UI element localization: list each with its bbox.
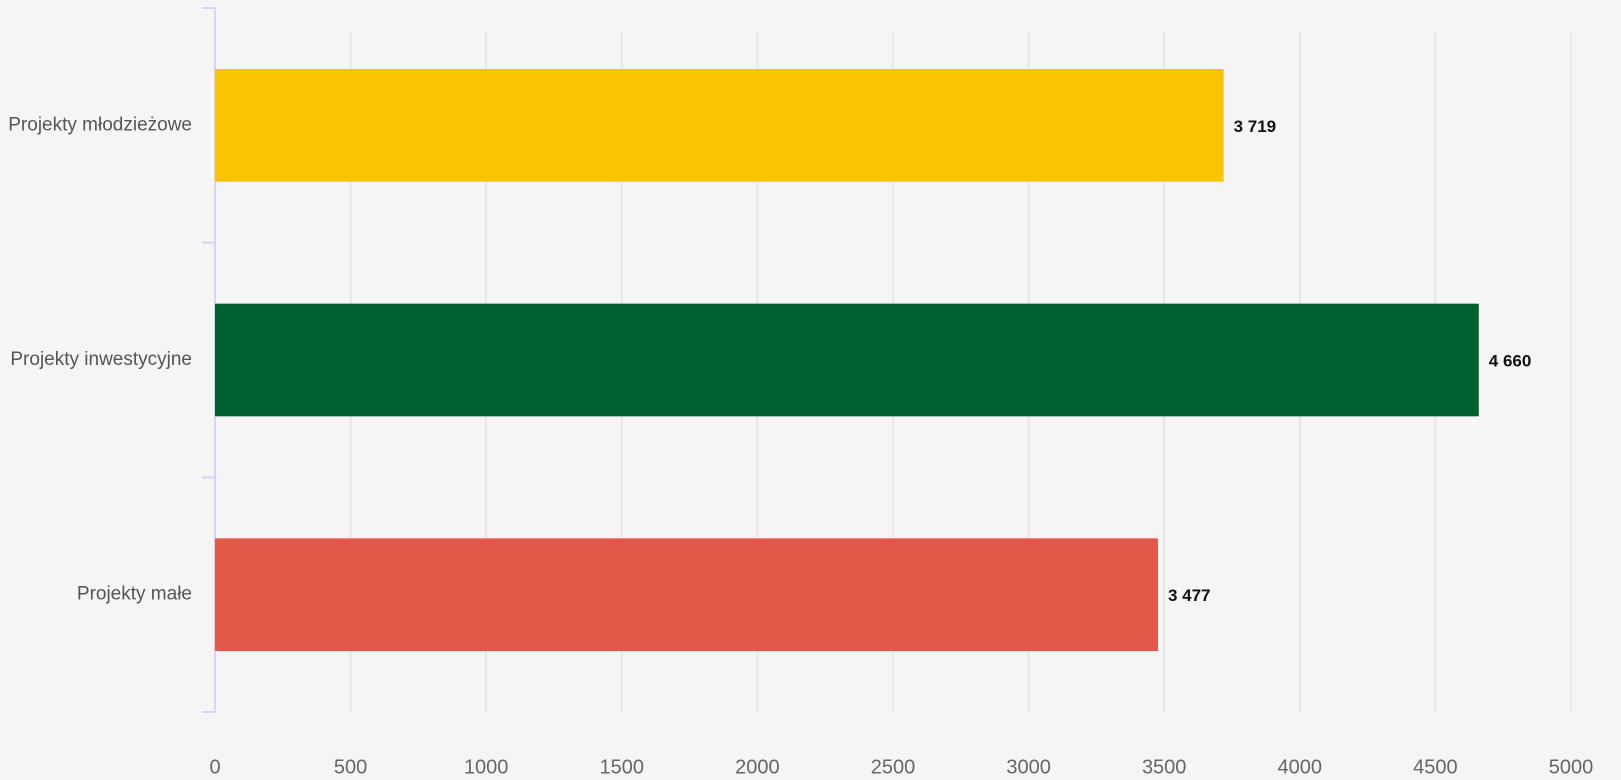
x-tick-label: 4500: [1413, 756, 1458, 778]
value-label: 3 477: [1168, 586, 1211, 605]
x-tick-label: 1000: [464, 756, 509, 778]
value-label: 4 660: [1489, 351, 1532, 370]
value-label: 3 719: [1234, 117, 1277, 136]
y-tick-label: Projekty inwestycyjne: [10, 349, 192, 370]
bar: [215, 303, 1479, 417]
y-tick-label: Projekty młodzieżowe: [8, 114, 192, 135]
x-tick-label: 0: [209, 756, 220, 778]
bar: [215, 69, 1224, 182]
x-tick-label: 2500: [871, 756, 916, 778]
x-tick-label: 1500: [600, 756, 645, 778]
x-tick-label: 4000: [1278, 756, 1323, 778]
y-tick-label: Projekty małe: [77, 584, 192, 605]
x-tick-label: 500: [334, 756, 367, 778]
x-tick-label: 3500: [1142, 756, 1187, 778]
x-tick-label: 5000: [1549, 756, 1594, 778]
x-tick-label: 2000: [735, 756, 780, 778]
bar: [215, 538, 1158, 651]
x-tick-label: 3000: [1006, 756, 1051, 778]
